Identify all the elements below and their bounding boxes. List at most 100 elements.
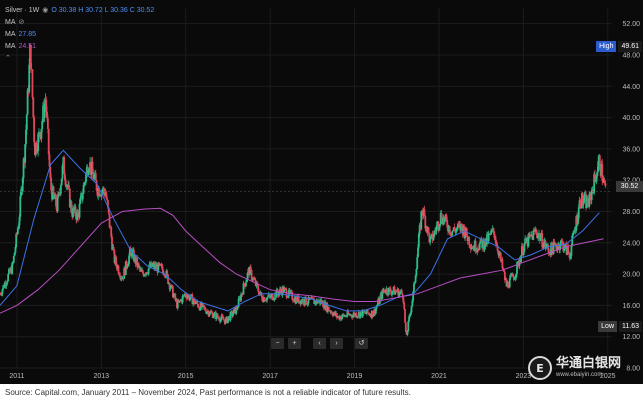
ma0-label: MA — [5, 19, 16, 26]
candle-body — [52, 186, 55, 195]
candle-body — [0, 294, 3, 296]
price-chart[interactable]: 8.0012.0016.0020.0024.0028.0032.0036.004… — [0, 0, 643, 384]
candle-body — [553, 241, 556, 245]
candle-body — [288, 289, 291, 293]
candle-body — [445, 215, 448, 221]
candle-body — [146, 272, 148, 274]
candle-body — [571, 235, 574, 246]
candle-body — [420, 211, 423, 230]
candle-body — [126, 266, 129, 268]
candle-body — [494, 237, 497, 240]
candle-body — [197, 303, 199, 308]
candle-body — [411, 300, 414, 307]
candle-body — [272, 299, 275, 301]
candle-body — [306, 303, 309, 305]
candle-body — [79, 197, 82, 204]
candle-body — [218, 317, 221, 321]
candle-body — [552, 241, 555, 255]
zoom-out-button[interactable]: − — [271, 338, 284, 349]
candle-body — [604, 183, 607, 186]
candle-body — [49, 166, 52, 178]
candle-body — [446, 220, 449, 228]
eye-off-icon[interactable]: ⊘ — [18, 19, 25, 26]
candle-body — [523, 243, 526, 252]
candle-body — [263, 297, 266, 302]
x-tick-label: 2013 — [94, 373, 110, 380]
candle-body — [74, 206, 77, 217]
collapse-icon[interactable]: ⌃ — [5, 55, 11, 62]
candle-body — [424, 215, 427, 229]
scroll-left-button[interactable]: ‹ — [313, 338, 326, 349]
eye-icon[interactable]: ◉ — [42, 7, 49, 14]
candle-body — [102, 187, 105, 192]
candle-body — [376, 304, 379, 307]
candle-body — [532, 231, 535, 240]
legend-ma0-row: MA ⊘ — [5, 17, 154, 29]
candle-body — [115, 256, 117, 265]
candle-body — [559, 246, 561, 251]
candle-body — [108, 213, 111, 228]
candle-body — [335, 313, 338, 318]
candle-body — [92, 171, 95, 180]
zoom-in-button[interactable]: + — [288, 338, 301, 349]
candle-body — [93, 176, 96, 180]
candle-body — [595, 175, 598, 182]
candle-body — [490, 230, 493, 232]
candle-body — [490, 230, 492, 235]
scroll-right-button[interactable]: › — [330, 338, 343, 349]
candle-body — [437, 221, 440, 230]
candle-body — [68, 185, 70, 189]
candle-body — [551, 242, 553, 249]
candle-body — [541, 233, 544, 248]
candle-body — [245, 282, 247, 287]
candle-body — [603, 180, 606, 184]
candle-body — [28, 64, 31, 93]
candle-body — [16, 233, 18, 235]
candle-body — [440, 213, 443, 221]
candle-body — [273, 298, 276, 300]
reset-button[interactable]: ↺ — [355, 338, 368, 349]
candle-body — [245, 279, 248, 283]
candle-body — [30, 68, 33, 70]
candle-body — [101, 191, 104, 192]
x-tick-label: 2021 — [431, 373, 447, 380]
candle-body — [61, 165, 64, 179]
candle-body — [193, 299, 196, 304]
high-tag: High 49.61 — [596, 41, 642, 52]
candle-body — [119, 275, 122, 279]
candle-body — [556, 246, 559, 251]
candle-body — [271, 293, 274, 300]
candle-body — [435, 225, 438, 232]
candle-body — [64, 180, 67, 187]
ebaiyin-logo: E — [528, 356, 552, 380]
candle-body — [47, 128, 50, 155]
candle-body — [601, 163, 604, 181]
candle-body — [14, 246, 17, 253]
y-tick-label: 44.00 — [622, 84, 640, 91]
candle-body — [561, 240, 564, 243]
candle-body — [186, 296, 189, 299]
source-caption: Source: Capital.com, January 2011 – Nove… — [5, 388, 411, 397]
candle-body — [113, 250, 116, 263]
chart-area[interactable]: 8.0012.0016.0020.0024.0028.0032.0036.004… — [0, 0, 643, 384]
candle-body — [456, 228, 458, 230]
candle-body — [487, 234, 490, 242]
candle-body — [266, 297, 268, 301]
ma1-value: 27.85 — [18, 31, 37, 38]
candle-body — [493, 231, 496, 238]
candle-body — [19, 195, 22, 217]
candle-body — [547, 248, 550, 254]
candle-body — [210, 312, 213, 313]
legend-title-row: Silver · 1W ◉ O 30.38 H 30.72 L 30.36 C … — [5, 5, 154, 17]
y-tick-label: 36.00 — [622, 146, 640, 153]
candle-body — [456, 224, 459, 229]
candle-body — [499, 253, 502, 261]
candle-body — [305, 296, 307, 304]
candle-body — [593, 174, 596, 193]
candle-body — [477, 249, 480, 251]
candle-body — [146, 273, 149, 275]
candle-body — [21, 178, 24, 192]
candle-body — [439, 223, 441, 228]
candle-body — [527, 234, 530, 247]
candle-body — [341, 313, 344, 318]
